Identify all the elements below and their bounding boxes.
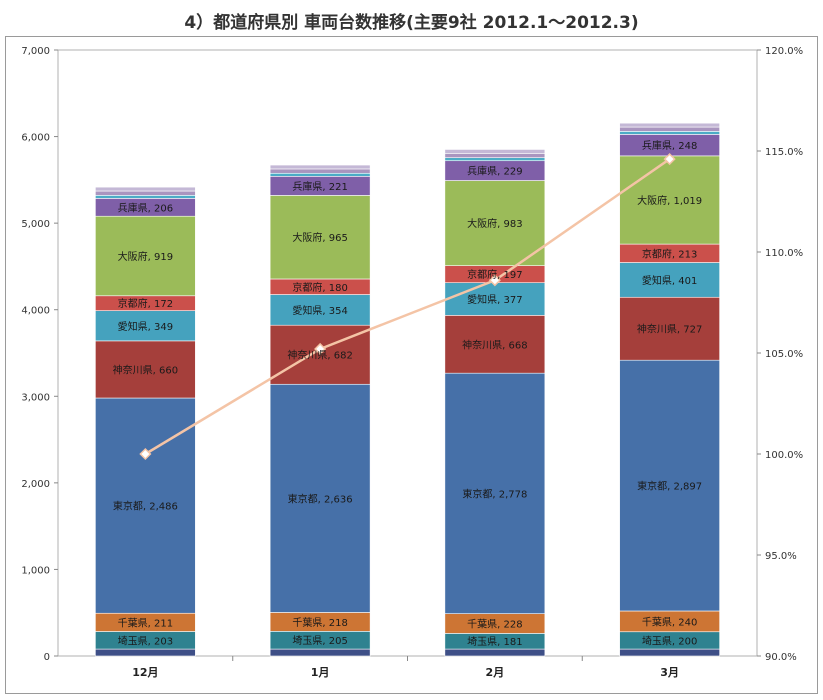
x-tick-label: 12月 xyxy=(132,666,158,679)
chart-title: 4）都道府県別 車両台数推移(主要9社 2012.1～2012.3) xyxy=(184,13,639,33)
bar-segment xyxy=(95,190,196,196)
data-label: 東京都, 2,636 xyxy=(288,492,353,505)
line-series xyxy=(144,158,671,456)
bar-segment xyxy=(269,648,371,657)
data-label: 兵庫県, 248 xyxy=(642,139,697,152)
data-label: 大阪府, 983 xyxy=(467,217,522,230)
data-label: 千葉県, 228 xyxy=(467,618,522,631)
bar-segment xyxy=(619,126,720,132)
data-label: 東京都, 2,778 xyxy=(462,487,527,500)
data-label: 千葉県, 218 xyxy=(292,616,347,629)
data-label: 埼玉県, 203 xyxy=(118,634,173,647)
data-label: 東京都, 2,486 xyxy=(113,500,178,513)
data-label: 愛知県, 354 xyxy=(292,304,347,317)
bar-segment xyxy=(444,315,546,374)
bar-segment xyxy=(619,648,720,657)
bar-segment xyxy=(444,153,546,158)
data-label: 神奈川県, 682 xyxy=(287,349,352,362)
y-tick-label: 7,000 xyxy=(21,46,50,57)
bar-segment xyxy=(619,131,720,135)
y-tick-label: 2,000 xyxy=(21,479,50,490)
bar-segment xyxy=(269,168,371,174)
y2-tick-label: 105.0% xyxy=(765,349,803,360)
data-label: 大阪府, 1,019 xyxy=(637,194,702,207)
y2-tick-label: 100.0% xyxy=(765,450,803,461)
data-label: 京都府, 197 xyxy=(467,268,522,281)
line-point xyxy=(314,342,327,356)
data-label: 神奈川県, 660 xyxy=(113,363,178,376)
bar-segment xyxy=(95,195,196,199)
bar-segment xyxy=(95,186,196,192)
y2-tick-label: 115.0% xyxy=(765,147,803,158)
bar-segment xyxy=(95,215,196,297)
data-label: 埼玉県, 205 xyxy=(292,634,347,647)
data-label: 兵庫県, 206 xyxy=(118,201,173,214)
data-label: 兵庫県, 221 xyxy=(292,180,347,193)
y-tick-label: 3,000 xyxy=(21,392,50,403)
bar-segment xyxy=(444,648,546,657)
y2-tick-label: 90.0% xyxy=(765,652,797,663)
data-label: 京都府, 180 xyxy=(292,281,347,294)
bar-segment xyxy=(95,648,196,657)
bar-segment xyxy=(619,155,720,245)
data-label: 埼玉県, 181 xyxy=(467,635,522,648)
bar-segment xyxy=(269,383,371,613)
bar-segment xyxy=(269,195,371,280)
y-tick-label: 1,000 xyxy=(21,565,50,576)
bar-segment xyxy=(619,296,720,361)
y-tick-label: 6,000 xyxy=(21,133,50,144)
bar-segment xyxy=(444,282,546,316)
x-tick-label: 3月 xyxy=(660,666,679,679)
bar-segment xyxy=(619,262,720,298)
bar-segment xyxy=(444,372,546,614)
y2-tick-label: 120.0% xyxy=(765,46,803,57)
bar-segment xyxy=(619,122,720,128)
y2-tick-label: 110.0% xyxy=(765,248,803,259)
data-label: 愛知県, 349 xyxy=(118,320,173,333)
data-label: 千葉県, 211 xyxy=(118,616,173,629)
data-label: 神奈川県, 668 xyxy=(462,338,527,351)
bar-segment xyxy=(95,340,196,399)
data-label: 神奈川県, 727 xyxy=(637,323,702,336)
data-label: 埼玉県, 200 xyxy=(642,634,697,647)
data-label: 京都府, 172 xyxy=(118,297,173,310)
y-tick-label: 4,000 xyxy=(21,306,50,317)
bar-segment xyxy=(444,180,546,266)
data-label: 大阪府, 965 xyxy=(292,231,347,244)
x-tick-label: 1月 xyxy=(311,666,330,679)
line-point xyxy=(139,447,152,461)
data-label: 愛知県, 401 xyxy=(642,274,697,287)
data-label: 東京都, 2,897 xyxy=(637,480,702,493)
bar-segment xyxy=(269,172,371,177)
bar-segment xyxy=(444,149,546,154)
data-label: 愛知県, 377 xyxy=(467,293,522,306)
bar-segment xyxy=(269,164,371,170)
x-tick-label: 2月 xyxy=(486,666,505,679)
line-point xyxy=(663,153,676,166)
data-label: 兵庫県, 229 xyxy=(467,165,522,178)
data-label: 千葉県, 240 xyxy=(642,615,697,628)
y-tick-label: 0 xyxy=(44,652,50,663)
data-label: 大阪府, 919 xyxy=(118,250,173,263)
data-label: 京都府, 213 xyxy=(642,247,697,260)
bar-segment xyxy=(619,359,720,612)
y-tick-label: 5,000 xyxy=(21,219,50,230)
chart-frame xyxy=(5,36,818,694)
y2-tick-label: 95.0% xyxy=(765,551,797,562)
line-point xyxy=(488,274,501,287)
bar-segment xyxy=(444,157,546,162)
